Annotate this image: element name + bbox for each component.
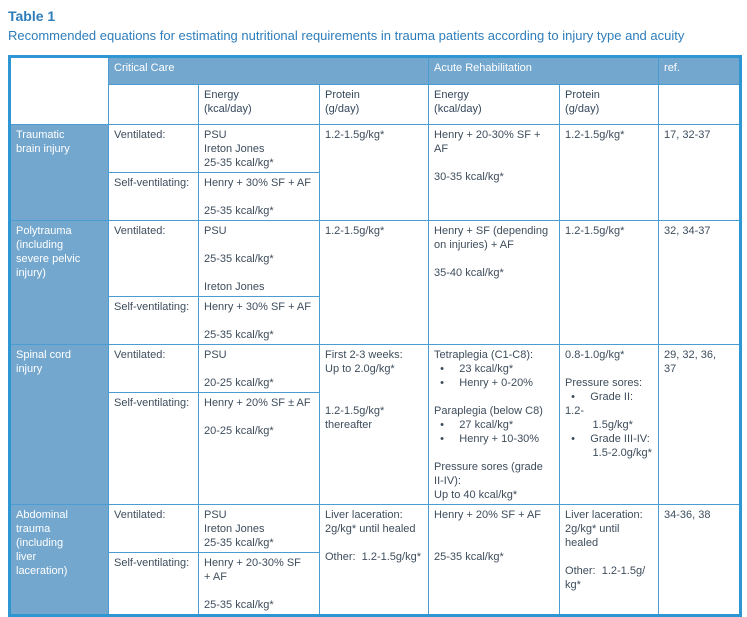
polytrauma-ventilated-label: Ventilated: — [108, 220, 199, 297]
polytrauma-cc-energy-self: Henry + 30% SF + AF 25-35 kcal/kg* — [198, 296, 320, 345]
nutrition-requirements-table: Critical Care Acute Rehabilitation ref. … — [8, 55, 743, 617]
tbi-self-ventilating-label: Self-ventilating: — [108, 172, 199, 221]
polytrauma-row-ventilated: Polytrauma (including severe pelvic inju… — [9, 220, 742, 345]
header-critical-care: Critical Care — [107, 56, 430, 85]
abdominal-ref: 34-36, 38 — [658, 504, 742, 616]
spinal-ref: 29, 32, 36, 37 — [658, 344, 742, 505]
abdominal-cc-energy-ventilated: PSU Ireton Jones 25-35 kcal/kg* — [198, 504, 320, 553]
blank-cell-ref-column — [658, 84, 742, 125]
abdominal-self-ventilating-label: Self-ventilating: — [108, 552, 199, 616]
abdominal-ventilated-label: Ventilated: — [108, 504, 199, 553]
spinal-cc-protein: First 2-3 weeks: Up to 2.0g/kg* 1.2-1.5g… — [318, 344, 430, 505]
polytrauma-ar-energy: Henry + SF (depending on injuries) + AF … — [428, 220, 561, 345]
table-subtitle: Recommended equations for estimating nut… — [8, 28, 685, 43]
tbi-ref: 17, 32-37 — [658, 124, 742, 221]
spinal-ar-energy: Tetraplegia (C1-C8): • 23 kcal/kg* • Hen… — [428, 344, 561, 505]
tbi-ar-protein: 1.2-1.5g/kg* — [559, 124, 660, 221]
header-ar-energy: Energy (kcal/day) — [428, 84, 561, 125]
header-cc-protein: Protein (g/day) — [318, 84, 430, 125]
blank-cell-ventilation-column — [108, 84, 199, 125]
spinal-cc-energy-ventilated: PSU 20-25 kcal/kg* — [198, 344, 320, 393]
header-row-units: Energy (kcal/day) Protein (g/day) Energy… — [10, 84, 742, 125]
polytrauma-ar-protein: 1.2-1.5g/kg* — [559, 220, 660, 345]
abdominal-cc-energy-self: Henry + 20-30% SF + AF 25-35 kcal/kg* — [198, 552, 320, 616]
tbi-row-ventilated: Traumatic brain injury Ventilated: PSU I… — [9, 124, 742, 221]
abdominal-ar-energy: Henry + 20% SF + AF 25-35 kcal/kg* — [428, 504, 561, 616]
header-acute-rehabilitation: Acute Rehabilitation — [428, 56, 660, 85]
tbi-cc-protein: 1.2-1.5g/kg* — [318, 124, 430, 221]
polytrauma-row-label: Polytrauma (including severe pelvic inju… — [9, 220, 109, 345]
polytrauma-self-ventilating-label: Self-ventilating: — [108, 296, 199, 345]
header-row-groups: Critical Care Acute Rehabilitation ref. — [9, 56, 742, 125]
tbi-cc-energy-self: Henry + 30% SF + AF 25-35 kcal/kg* — [198, 172, 320, 221]
spinal-ar-protein: 0.8-1.0g/kg* Pressure sores: • Grade II:… — [559, 344, 660, 505]
abdominal-row-ventilated: Abdominal trauma (including liver lacera… — [9, 504, 742, 616]
abdominal-cc-protein: Liver laceration: 2g/kg* until healed Ot… — [318, 504, 430, 616]
header-ref: ref. — [658, 56, 742, 85]
abdominal-ar-protein: Liver laceration: 2g/kg* until healed Ot… — [559, 504, 660, 616]
polytrauma-ref: 32, 34-37 — [658, 220, 742, 345]
tbi-cc-energy-ventilated: PSU Ireton Jones 25-35 kcal/kg* — [198, 124, 320, 173]
spinal-row-label: Spinal cord injury — [9, 344, 109, 505]
tbi-row-self-ventilating: Self-ventilating: Henry + 30% SF + AF 25… — [10, 172, 741, 221]
tbi-ar-energy: Henry + 20-30% SF + AF 30-35 kcal/kg* — [428, 124, 561, 221]
header-ar-protein: Protein (g/day) — [559, 84, 660, 125]
tbi-row-label: Traumatic brain injury — [9, 124, 109, 221]
polytrauma-cc-energy-ventilated: PSU 25-35 kcal/kg* Ireton Jones — [198, 220, 320, 297]
abdominal-row-label: Abdominal trauma (including liver lacera… — [9, 504, 109, 616]
header-cc-energy: Energy (kcal/day) — [198, 84, 320, 125]
spinal-cc-energy-self: Henry + 20% SF ± AF 20-25 kcal/kg* — [198, 392, 320, 505]
polytrauma-row-self-ventilating: Self-ventilating: Henry + 30% SF + AF 25… — [10, 296, 741, 345]
spinal-self-ventilating-label: Self-ventilating: — [108, 392, 199, 505]
spinal-row-self-ventilating: Self-ventilating: Henry + 20% SF ± AF 20… — [10, 392, 741, 505]
spinal-row-ventilated: Spinal cord injury Ventilated: PSU 20-25… — [9, 344, 742, 505]
table-title: Table 1 — [8, 8, 56, 24]
spinal-ventilated-label: Ventilated: — [108, 344, 199, 393]
polytrauma-cc-protein: 1.2-1.5g/kg* — [318, 220, 430, 345]
tbi-ventilated-label: Ventilated: — [108, 124, 199, 173]
corner-blank-cell — [9, 56, 109, 125]
